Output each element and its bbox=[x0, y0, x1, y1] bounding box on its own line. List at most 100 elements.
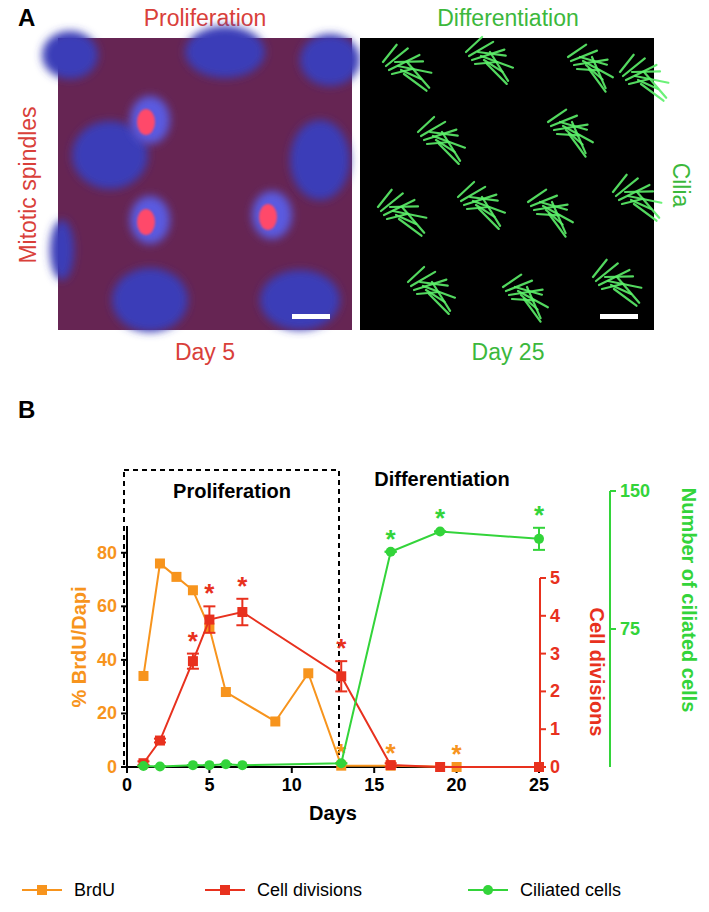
y-tick-label: 4 bbox=[550, 606, 560, 626]
y-tick bbox=[540, 615, 546, 617]
nucleus bbox=[290, 120, 350, 200]
data-point bbox=[204, 760, 214, 770]
plot-area bbox=[137, 526, 545, 771]
micrograph-differentiation bbox=[360, 37, 668, 330]
y-tick-label: 0 bbox=[550, 757, 560, 777]
error-cap bbox=[236, 624, 248, 626]
cilium bbox=[637, 192, 659, 218]
error-cap bbox=[533, 549, 545, 551]
data-point bbox=[303, 668, 313, 678]
y-axis bbox=[126, 526, 128, 767]
y-tick bbox=[540, 577, 546, 579]
x-tick bbox=[291, 767, 293, 773]
y-tick bbox=[610, 490, 616, 492]
region-box bbox=[124, 470, 339, 767]
legend-label: Ciliated cells bbox=[520, 880, 621, 900]
significance-marker: * bbox=[204, 578, 215, 608]
cilium bbox=[572, 122, 586, 153]
micrograph-bg bbox=[58, 38, 352, 330]
y-tick bbox=[121, 605, 127, 607]
nucleus bbox=[260, 270, 340, 330]
spindle bbox=[137, 109, 155, 135]
nucleus bbox=[50, 220, 74, 280]
data-point bbox=[188, 656, 198, 666]
x-tick bbox=[373, 767, 375, 773]
series-line bbox=[143, 531, 539, 766]
y-tick-label: 60 bbox=[97, 596, 117, 616]
data-point bbox=[188, 760, 198, 770]
error-cap bbox=[335, 660, 347, 662]
cilium bbox=[552, 202, 566, 233]
panel-label: B bbox=[18, 396, 35, 423]
data-point bbox=[237, 607, 247, 617]
y-tick-label: 2 bbox=[550, 681, 560, 701]
y-tick-label: 1 bbox=[550, 719, 560, 739]
nucleus bbox=[300, 34, 360, 86]
figure: ABProliferationDifferentiationMitotic sp… bbox=[0, 0, 709, 912]
x-tick-label: 15 bbox=[364, 775, 384, 795]
data-point bbox=[221, 759, 231, 769]
series-line bbox=[143, 563, 456, 767]
image-side-label: Cilia bbox=[668, 163, 694, 208]
error-bar bbox=[187, 654, 199, 669]
panel-label: A bbox=[18, 4, 35, 31]
legend-marker bbox=[483, 885, 493, 895]
y-axis-title: % BrdU/Dapi bbox=[68, 586, 90, 707]
data-point bbox=[270, 716, 280, 726]
y-tick-label: 75 bbox=[620, 619, 640, 639]
image-caption: Day 5 bbox=[175, 339, 235, 365]
image-side-label: Mitotic spindles bbox=[15, 106, 41, 263]
y-tick bbox=[121, 552, 127, 554]
nucleus bbox=[42, 31, 98, 79]
x-axis-title: Days bbox=[309, 802, 357, 824]
chromatin bbox=[130, 96, 170, 144]
cilium bbox=[402, 207, 424, 233]
y-tick-label: 150 bbox=[620, 481, 650, 501]
plot-area bbox=[138, 558, 461, 772]
y-axis-title: Cell divisions bbox=[586, 608, 608, 737]
data-point bbox=[386, 547, 396, 557]
y-tick bbox=[540, 653, 546, 655]
error-cap bbox=[187, 668, 199, 670]
scale-bar bbox=[600, 314, 638, 319]
micrograph-bg bbox=[360, 38, 654, 330]
y-tick bbox=[540, 728, 546, 730]
annotations: ********** bbox=[188, 500, 545, 769]
error-bar bbox=[335, 661, 347, 691]
plot-area bbox=[137, 599, 545, 772]
significance-marker: * bbox=[336, 633, 347, 663]
error-cap bbox=[335, 690, 347, 692]
data-point bbox=[386, 760, 396, 770]
scale-bar bbox=[292, 314, 330, 319]
legend-marker bbox=[220, 885, 230, 895]
error-cap bbox=[203, 632, 215, 634]
data-point bbox=[336, 671, 346, 681]
error-cap bbox=[533, 527, 545, 529]
y-tick-label: 80 bbox=[97, 543, 117, 563]
y-tick-label: 40 bbox=[97, 650, 117, 670]
error-cap bbox=[203, 605, 215, 607]
error-cap bbox=[187, 653, 199, 655]
y-tick bbox=[540, 690, 546, 692]
series-line bbox=[143, 612, 539, 767]
data-point bbox=[237, 760, 247, 770]
y-axis bbox=[539, 578, 541, 767]
cilium bbox=[644, 72, 666, 98]
y-tick-label: 5 bbox=[550, 568, 560, 588]
data-point bbox=[188, 585, 198, 595]
cilium bbox=[407, 62, 429, 88]
cilium bbox=[442, 132, 460, 161]
error-cap bbox=[236, 598, 248, 600]
data-point bbox=[155, 736, 165, 746]
x-tick-label: 20 bbox=[447, 775, 467, 795]
nucleus bbox=[185, 26, 265, 78]
image-caption: Day 25 bbox=[472, 339, 545, 365]
y-tick bbox=[121, 659, 127, 661]
spindle bbox=[259, 204, 277, 230]
data-point bbox=[155, 558, 165, 568]
data-point bbox=[435, 762, 445, 772]
data-point bbox=[386, 761, 396, 771]
legend-label: Cell divisions bbox=[257, 880, 362, 900]
cilium bbox=[592, 57, 606, 88]
cilium bbox=[617, 277, 639, 303]
